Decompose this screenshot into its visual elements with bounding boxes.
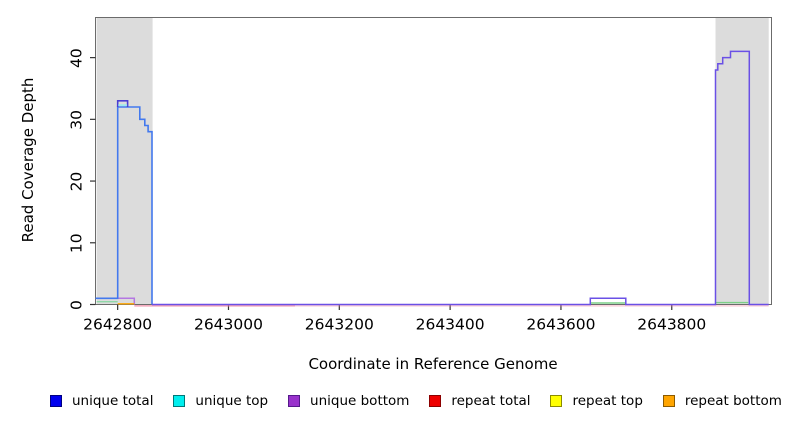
legend-label: unique total: [72, 393, 154, 409]
legend: unique total unique top unique bottom repea…: [0, 393, 792, 409]
y-tick-label: 0: [68, 300, 86, 310]
series-unique-total-left-peak: [95, 106, 153, 305]
legend-swatch-icon: [550, 395, 563, 407]
x-tick-label: 2643200: [305, 316, 374, 334]
shaded-region: [96, 17, 153, 305]
legend-item-unique-total: unique total: [50, 393, 153, 409]
x-tick-label: 2643000: [194, 316, 263, 334]
legend-item-unique-top: unique top: [173, 393, 268, 409]
legend-swatch-icon: [288, 395, 301, 407]
y-tick-label: 30: [68, 110, 86, 130]
legend-label: unique bottom: [310, 393, 410, 409]
legend-label: unique top: [195, 393, 269, 409]
legend-item-repeat-bottom: repeat bottom: [662, 393, 782, 409]
y-tick-label: 10: [68, 233, 86, 253]
series-unique-total-cap: [116, 100, 129, 107]
legend-label: repeat top: [572, 393, 643, 409]
legend-swatch-icon: [662, 395, 675, 407]
x-tick-label: 2642800: [83, 316, 152, 334]
x-axis-title: Coordinate in Reference Genome: [308, 355, 558, 373]
legend-item-unique-bottom: unique bottom: [288, 393, 409, 409]
series-unique-bottom-main: [152, 50, 769, 306]
shaded-region: [715, 17, 769, 305]
x-tick-label: 2643600: [526, 316, 595, 334]
y-tick-label: 40: [68, 48, 86, 68]
legend-label: repeat bottom: [684, 393, 782, 409]
legend-item-repeat-total: repeat total: [429, 393, 531, 409]
legend-swatch-icon: [173, 395, 186, 407]
plot-frame: [95, 17, 772, 305]
x-tick-label: 2643800: [637, 316, 706, 334]
legend-swatch-icon: [429, 395, 442, 407]
y-tick-label: 20: [68, 172, 86, 192]
plot-area: 2642800 2643000 2643200 2643400 2643600 26438…: [68, 17, 772, 334]
legend-label: repeat total: [451, 393, 531, 409]
legend-item-repeat-top: repeat top: [550, 393, 643, 409]
x-tick-label: 2643400: [416, 316, 485, 334]
y-axis-title: Read Coverage Depth: [19, 77, 37, 243]
legend-swatch-icon: [50, 395, 62, 407]
